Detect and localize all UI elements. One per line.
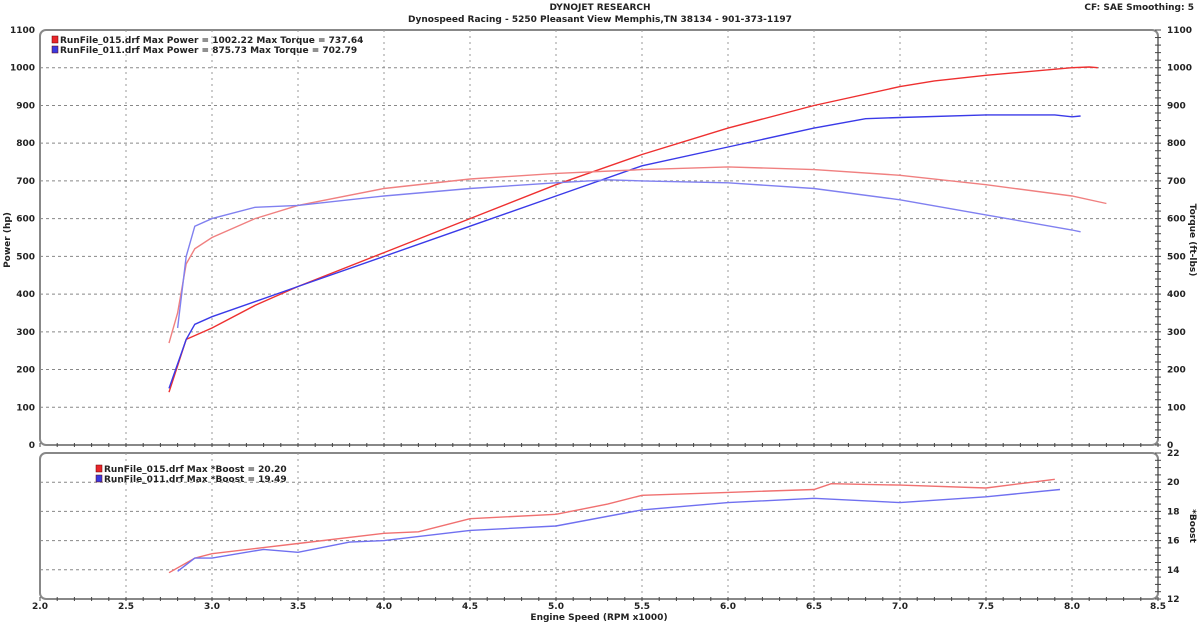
top-y2tick-label: 0	[1167, 441, 1173, 451]
bottom-legend-swatch	[95, 464, 103, 473]
top-y2tick-label: 500	[1167, 252, 1186, 262]
x-tick-label: 4.5	[462, 602, 478, 612]
bottom-y2tick-label: 20	[1167, 478, 1180, 488]
bottom-y2tick-label: 16	[1167, 537, 1180, 547]
bottom-series-line-0	[168, 478, 1055, 574]
x-tick-label: 5.5	[634, 602, 650, 612]
top-y2tick-label: 700	[1167, 177, 1186, 187]
top-legend-entry: RunFile_015.drf Max Power = 1002.22 Max …	[60, 36, 363, 46]
top-frame	[39, 29, 1159, 446]
top-legend-swatch	[51, 35, 59, 44]
top-y2tick-label: 300	[1167, 328, 1186, 338]
bottom-y2tick-label: 18	[1167, 507, 1180, 517]
top-y2tick-label: 800	[1167, 139, 1186, 149]
top-legend-entry: RunFile_011.drf Max Power = 875.73 Max T…	[60, 46, 357, 56]
top-ytick-label: 400	[16, 290, 35, 300]
y2-axis-label: Torque (ft-lbs)	[1187, 204, 1197, 277]
top-y2tick-label: 1100	[1167, 26, 1192, 36]
top-ytick-label: 500	[16, 252, 35, 262]
x-tick-label: 2.0	[32, 602, 48, 612]
y-axis-label: Power (hp)	[3, 212, 13, 268]
x-tick-label: 3.5	[290, 602, 306, 612]
top-ytick-label: 100	[16, 403, 35, 413]
bottom-y2tick-label: 14	[1167, 566, 1180, 576]
x-tick-label: 8.0	[1064, 602, 1080, 612]
bottom-legend-swatch	[95, 474, 103, 483]
x-axis-label: Engine Speed (RPM x1000)	[530, 613, 667, 623]
top-y2tick-label: 900	[1167, 101, 1186, 111]
top-y2tick-label: 100	[1167, 403, 1186, 413]
top-ytick-label: 0	[29, 441, 35, 451]
top-y2tick-label: 1000	[1167, 64, 1192, 74]
chart-subtitle: Dynospeed Racing - 5250 Pleasant View Me…	[408, 15, 792, 25]
top-ytick-label: 800	[16, 139, 35, 149]
top-y2tick-label: 400	[1167, 290, 1186, 300]
x-tick-label: 2.5	[118, 602, 134, 612]
top-y2tick-label: 600	[1167, 215, 1186, 225]
bottom-y2tick-label: 12	[1167, 595, 1180, 605]
top-ytick-label: 300	[16, 328, 35, 338]
x-tick-label: 5.0	[548, 602, 564, 612]
x-tick-label: 6.0	[720, 602, 736, 612]
x-tick-label: 6.5	[806, 602, 822, 612]
x-tick-label: 8.5	[1150, 602, 1166, 612]
top-series-line-0	[168, 66, 1098, 393]
x-tick-label: 7.0	[892, 602, 908, 612]
top-ytick-label: 900	[16, 101, 35, 111]
top-series-line-1	[168, 114, 1081, 389]
top-ytick-label: 600	[16, 215, 35, 225]
bottom-y2tick-label: 22	[1167, 449, 1180, 459]
top-series-line-2	[168, 166, 1107, 344]
boost-axis-label: *Boost	[1187, 509, 1197, 543]
x-tick-label: 3.0	[204, 602, 220, 612]
x-tick-label: 4.0	[376, 602, 392, 612]
x-tick-label: 7.5	[978, 602, 994, 612]
top-y2tick-label: 200	[1167, 366, 1186, 376]
top-ytick-label: 700	[16, 177, 35, 187]
bottom-series-line-1	[177, 488, 1061, 572]
top-legend-swatch	[51, 45, 59, 54]
settings-label: CF: SAE Smoothing: 5	[1084, 3, 1194, 13]
bottom-legend-entry: RunFile_015.drf Max *Boost = 20.20	[104, 465, 287, 475]
top-series-line-3	[176, 179, 1081, 329]
top-ytick-label: 1000	[10, 64, 35, 74]
top-ytick-label: 1100	[10, 26, 35, 36]
bottom-legend-entry: RunFile_011.drf Max *Boost = 19.49	[104, 475, 287, 485]
chart-title: DYNOJET RESEARCH	[549, 3, 651, 13]
top-ytick-label: 200	[16, 366, 35, 376]
